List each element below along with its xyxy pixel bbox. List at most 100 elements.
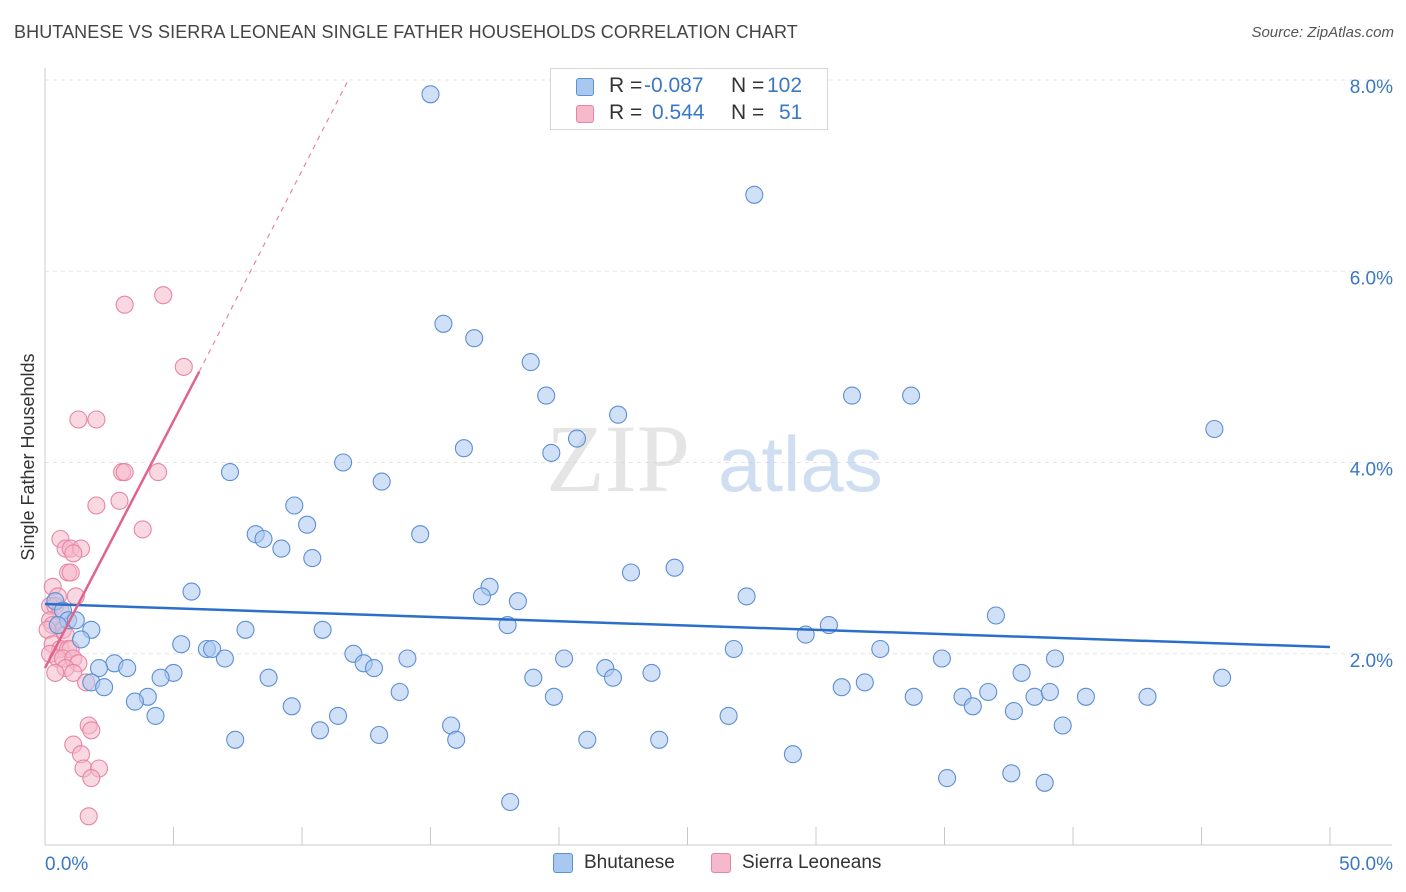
bhutanese-point xyxy=(298,515,317,534)
bhutanese-point xyxy=(871,639,890,659)
legend-r-value: 0.544 xyxy=(652,101,705,124)
y-tick-label: 2.0% xyxy=(1350,651,1393,672)
bhutanese-point xyxy=(724,639,743,659)
bhutanese-point xyxy=(932,649,951,668)
bhutanese-point xyxy=(555,649,574,668)
bhutanese-point xyxy=(842,386,862,405)
sierra-leonean-point xyxy=(115,463,134,482)
x-tick-labels: 0.0% 50.0% xyxy=(45,854,1393,875)
bhutanese-point xyxy=(328,706,348,725)
bhutanese-point xyxy=(1205,419,1224,439)
sierra-leonean-point xyxy=(82,769,101,788)
y-tick-label: 6.0% xyxy=(1350,268,1393,289)
legend-n-value: 51 xyxy=(779,101,803,124)
bhutanese-point xyxy=(508,592,527,611)
bhutanese-point xyxy=(334,453,353,472)
bhutanese-point xyxy=(537,386,556,405)
bhutanese-point xyxy=(578,730,597,749)
y-axis-label: Single Father Households xyxy=(18,353,38,560)
y-tick-labels: 2.0% 4.0% 6.0% 8.0% xyxy=(1350,77,1393,672)
bhutanese-point xyxy=(544,687,563,706)
bhutanese-point xyxy=(521,353,540,372)
bhutanese-point xyxy=(151,668,170,687)
bhutanese-point xyxy=(902,386,921,405)
bhutanese-point xyxy=(390,682,409,702)
bhutanese-point xyxy=(642,663,661,682)
bhutanese-point xyxy=(524,668,543,687)
bhutanese-point xyxy=(172,635,191,654)
bhutanese-point xyxy=(745,185,764,204)
bhutanese-point xyxy=(226,730,245,749)
sierra-leonean-point xyxy=(79,807,98,826)
bhutanese-point xyxy=(1138,687,1157,706)
x-tick-label: 0.0% xyxy=(45,854,88,875)
source-label: Source: ZipAtlas.com xyxy=(1251,24,1394,41)
bhutanese-point xyxy=(447,730,466,749)
sierra-leonean-point xyxy=(115,295,134,314)
sierra-leonean-point xyxy=(87,410,106,429)
bhutanese-point xyxy=(220,463,240,482)
bhutanese-point xyxy=(313,620,332,639)
bhutanese-point xyxy=(1213,668,1232,687)
bhutanese-point xyxy=(1045,649,1065,668)
legend-r-value: -0.087 xyxy=(644,74,704,97)
bhutanese-point xyxy=(215,649,234,668)
bhutanese-point xyxy=(1035,773,1054,792)
bhutanese-point xyxy=(542,443,561,462)
legend-r-label: R = xyxy=(609,101,643,124)
legend-swatch-blue xyxy=(576,78,594,96)
bhutanese-point xyxy=(501,792,520,812)
bhutanese-point xyxy=(411,525,430,544)
series-sierra-leoneans xyxy=(38,286,193,826)
bhutanese-point xyxy=(203,639,222,659)
bhutanese-point xyxy=(1002,764,1021,783)
sierra-leonean-point xyxy=(69,410,88,429)
bhutanese-point xyxy=(719,706,738,725)
legend-label: Bhutanese xyxy=(584,852,675,873)
axes xyxy=(44,68,1392,846)
legend-row-bhutanese: R = -0.087 N = 102 xyxy=(551,74,827,100)
stats-legend: R = -0.087 N = 102 R = 0.544 N = 51 xyxy=(550,68,828,130)
legend-swatch-pink xyxy=(576,105,594,123)
y-tick-label: 4.0% xyxy=(1350,460,1393,481)
bhutanese-point xyxy=(465,329,484,348)
bhutanese-point xyxy=(95,678,114,697)
bhutanese-point xyxy=(665,558,684,577)
watermark: ZIP atlas xyxy=(546,405,883,512)
bhutanese-point xyxy=(1076,687,1095,706)
legend-r-label: R = xyxy=(609,74,643,97)
bhutanese-point xyxy=(454,439,473,458)
bhutanese-point xyxy=(1012,663,1031,682)
bhutanese-point xyxy=(125,692,144,711)
bhutanese-point xyxy=(855,673,874,692)
bhutanese-point xyxy=(282,697,301,716)
bhutanese-point xyxy=(1053,716,1072,735)
sierra-leonean-point xyxy=(149,463,168,482)
bhutanese-point xyxy=(1004,702,1023,721)
bhutanese-trend-line xyxy=(44,602,1331,649)
bhutanese-point xyxy=(783,745,802,764)
bhutanese-point xyxy=(146,706,165,725)
sierra-leonean-point xyxy=(64,663,83,682)
sierra-leonean-point xyxy=(154,286,173,305)
bhutanese-point xyxy=(832,678,851,697)
bhutanese-point xyxy=(472,587,491,606)
y-tick-label: 8.0% xyxy=(1350,77,1393,98)
sierra-leonean-point xyxy=(61,563,80,582)
bhutanese-point xyxy=(310,721,330,740)
legend-n-value: 102 xyxy=(767,74,803,97)
bhutanese-point xyxy=(398,649,417,668)
legend-label: Sierra Leoneans xyxy=(742,852,882,873)
watermark-atlas: atlas xyxy=(718,420,883,508)
bhutanese-point xyxy=(71,630,91,649)
legend-swatch-pink xyxy=(711,853,731,873)
chart-title: BHUTANESE VS SIERRA LEONEAN SINGLE FATHE… xyxy=(14,22,798,42)
sierra-leonean-point xyxy=(46,663,65,682)
bhutanese-point xyxy=(737,587,756,606)
bhutanese-point xyxy=(118,659,137,678)
bhutanese-point xyxy=(182,582,201,601)
bhutanese-point xyxy=(421,85,440,104)
legend-swatch-blue xyxy=(553,853,573,873)
bhutanese-point xyxy=(434,314,453,333)
